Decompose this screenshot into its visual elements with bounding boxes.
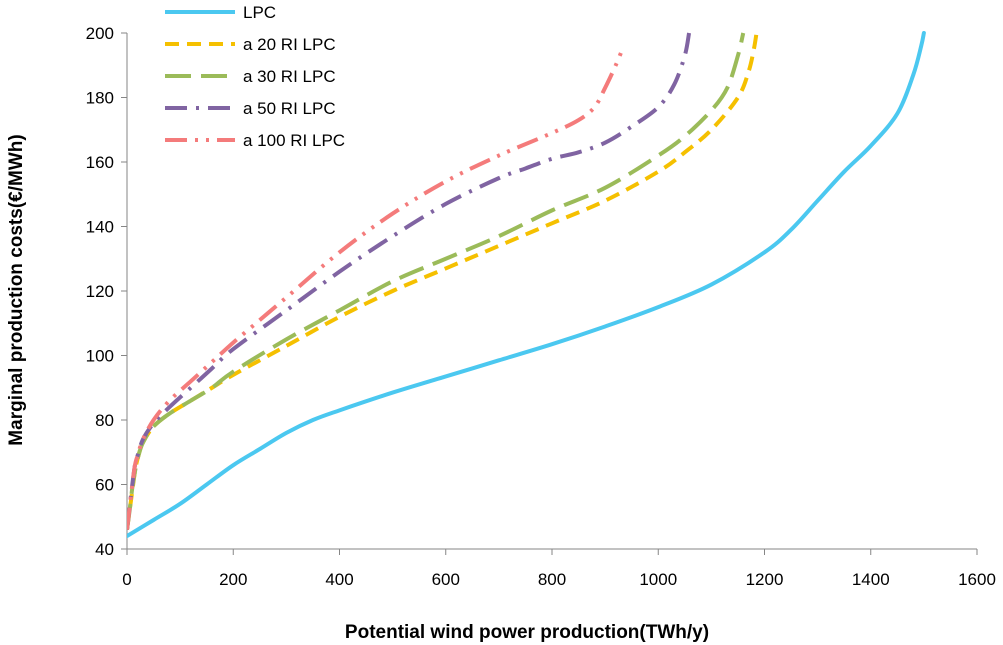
x-tick-label: 800 xyxy=(538,570,566,589)
legend-label-1: LPC xyxy=(243,3,276,22)
x-tick-label: 1400 xyxy=(852,570,890,589)
axes: 40 60 80 100 120 140 160 180 200 0 200 400 600 800 100… xyxy=(86,24,996,589)
legend-label-2: a 20 RI LPC xyxy=(243,35,336,54)
x-tick-label: 0 xyxy=(122,570,131,589)
series-line-3 xyxy=(127,32,746,530)
y-tick-label: 60 xyxy=(95,476,114,495)
legend: LPC a 20 RI LPC a 30 RI LPC a 50 RI LPC a 10… xyxy=(165,3,345,150)
y-tick-label: 40 xyxy=(95,540,114,559)
y-tick-label: 140 xyxy=(86,218,114,237)
x-tick-label: 1600 xyxy=(958,570,996,589)
x-tick-label: 1200 xyxy=(746,570,784,589)
y-axis-title: Marginal production costs(€/MWh) xyxy=(6,134,27,445)
y-tick-label: 160 xyxy=(86,153,114,172)
legend-label-5: a 100 RI LPC xyxy=(243,131,345,150)
x-tick-label: 1000 xyxy=(639,570,677,589)
x-tick-label: 400 xyxy=(325,570,353,589)
series-layer xyxy=(127,31,926,539)
legend-label-4: a 50 RI LPC xyxy=(243,99,336,118)
x-tick-label: 600 xyxy=(432,570,460,589)
series-line-5 xyxy=(127,45,626,530)
x-axis-title: Potential wind power production(TWh/y) xyxy=(345,622,709,643)
series-line-1 xyxy=(127,31,926,539)
y-tick-label: 180 xyxy=(86,89,114,108)
legend-label-3: a 30 RI LPC xyxy=(243,67,336,86)
x-tick-label: 200 xyxy=(219,570,247,589)
y-tick-label: 100 xyxy=(86,347,114,366)
y-tick-label: 120 xyxy=(86,282,114,301)
y-tick-label: 200 xyxy=(86,24,114,43)
series-line-4 xyxy=(127,32,692,530)
y-tick-label: 80 xyxy=(95,411,114,430)
